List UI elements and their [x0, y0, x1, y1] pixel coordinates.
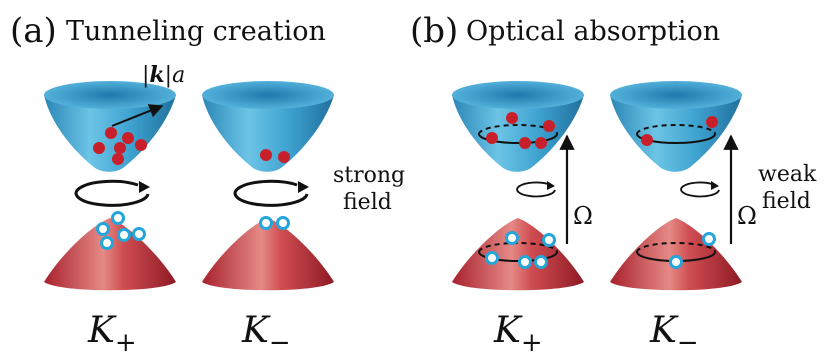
strong-field-label-1: strong [333, 163, 405, 188]
panel-b-title: Optical absorption [466, 16, 720, 47]
holes-k-plus-a [96, 211, 146, 250]
valley-label-k-minus-a: K− [241, 310, 291, 354]
electron [706, 116, 718, 128]
panel-a-title: Tunneling creation [66, 16, 326, 47]
hole [259, 216, 273, 230]
valence-cone-k-plus-b [452, 218, 584, 291]
polarization-icon [516, 181, 556, 198]
weak-field-label-1: weak [758, 162, 817, 187]
hole [485, 251, 499, 265]
circular-field-icon [233, 179, 309, 207]
hole [669, 255, 683, 269]
electron [135, 139, 147, 151]
momentum-arrow [111, 104, 164, 127]
valley-label-k-plus-b: K+ [493, 310, 543, 354]
conduction-cone-k-minus-b [610, 81, 742, 172]
electrons-k-plus-b [486, 112, 555, 149]
weak-field-label-2: field [762, 189, 811, 214]
electron [506, 112, 518, 124]
conduction-cone-k-minus-a [202, 81, 334, 172]
panel-a-tag: (a) [10, 11, 57, 51]
electron [260, 149, 272, 161]
panel-a: (a) Tunneling creation |k|a [10, 11, 405, 354]
valence-cone-k-minus-a [202, 218, 334, 291]
circular-field-icon [74, 179, 150, 207]
conduction-cone-k-plus-b [452, 81, 584, 172]
hole [518, 255, 532, 269]
holes-k-plus-b [485, 231, 556, 269]
hole [505, 231, 519, 245]
electron [519, 137, 531, 149]
valence-cone-k-plus-a [44, 218, 176, 291]
hole [702, 232, 716, 246]
hole [111, 211, 125, 225]
valence-cone-k-minus-b [610, 218, 742, 291]
valley-label-k-minus-b: K− [649, 310, 699, 354]
polarization-icon [680, 181, 720, 198]
valley-label-k-plus-a: K+ [87, 310, 137, 354]
panel-b: (b) Optical absorption [410, 11, 817, 354]
electron [114, 142, 126, 154]
electron [641, 134, 653, 146]
electrons-k-minus-b [641, 116, 718, 146]
strong-field-label-2: field [343, 190, 392, 215]
electron [486, 132, 498, 144]
omega-label-k-minus: Ω [737, 202, 757, 230]
hole [100, 236, 114, 250]
holes-k-minus-b [669, 232, 716, 269]
electron [122, 132, 134, 144]
electron [535, 137, 547, 149]
electron [105, 127, 117, 139]
conduction-cone-k-plus-a [44, 81, 176, 172]
hole [534, 255, 548, 269]
electrons-k-plus-a [93, 127, 147, 165]
electron [543, 120, 555, 132]
hole [132, 227, 146, 241]
electron [112, 153, 124, 165]
electrons-k-minus-a [260, 149, 290, 163]
hole [117, 228, 131, 242]
electron [278, 151, 290, 163]
electron [93, 142, 105, 154]
hole [96, 222, 110, 236]
hole [542, 233, 556, 247]
hole [276, 216, 290, 230]
holes-k-minus-a [259, 216, 290, 230]
momentum-label: |k|a [142, 62, 185, 88]
panel-b-tag: (b) [410, 11, 458, 51]
omega-label-k-plus: Ω [573, 202, 593, 230]
